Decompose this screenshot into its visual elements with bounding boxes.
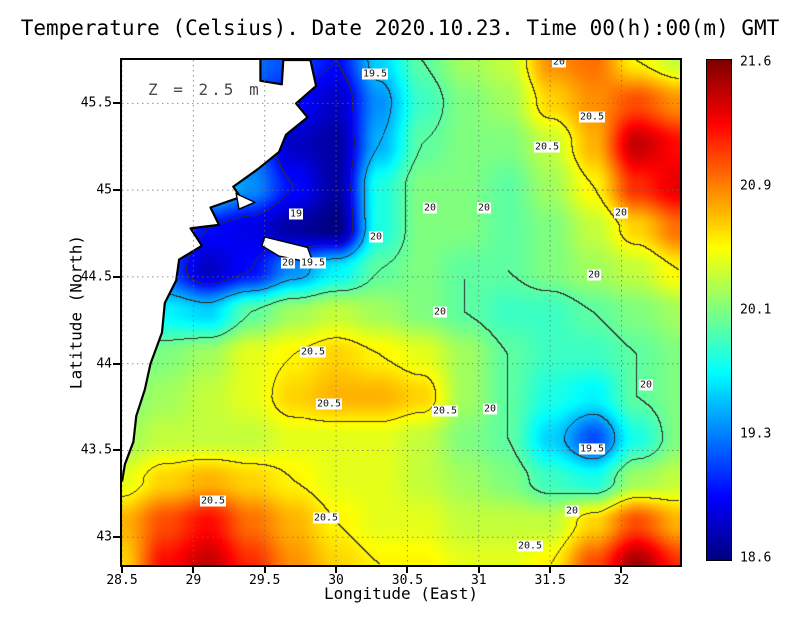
x-tick-mark [620,567,623,573]
x-tick-label: 29.5 [249,573,281,588]
y-tick-mark [113,275,120,278]
contour-label: 20.5 [431,405,459,417]
contour-label: 20.5 [315,398,343,410]
x-tick-mark [335,567,338,573]
y-tick-label: 45 [96,182,112,198]
contour-label: 20 [422,202,438,214]
contour-label: 20 [432,306,448,318]
x-tick-label: 30.5 [391,573,424,588]
coastline [122,60,318,482]
x-tick-mark [192,567,195,573]
contour-label: 19.5 [578,443,606,455]
map-plot-area: 19.5 20 20.5 20.5 19 20 20 20 20 20 19.5 20 20 20.5 20… [120,58,682,567]
x-tick-label: 32 [613,573,630,588]
colorbar-tick-label: 18.6 [740,550,772,566]
contour-label: 20 [280,257,296,269]
y-tick-mark [113,189,120,192]
y-tick-mark [113,449,120,452]
island [261,236,315,264]
contour-label: 20 [551,58,567,68]
contour-label: 19.5 [299,257,327,269]
x-tick-mark [263,567,266,573]
y-tick-label: 45.5 [80,95,112,111]
contour-label: 20 [586,269,602,281]
x-tick-mark [549,567,552,573]
contour-label: 19 [288,208,304,220]
colorbar-tick-label: 21.6 [740,54,772,70]
contour-label: 20 [564,505,580,517]
colorbar-tick-label: 20.1 [740,302,772,318]
figure-title: Temperature (Celsius). Date 2020.10.23. … [20,16,780,40]
x-tick-label: 31.5 [534,573,566,588]
colorbar-tick-label: 19.3 [740,426,772,442]
y-tick-label: 43.5 [80,442,112,458]
depth-annotation: Z = 2.5 m [148,80,262,99]
y-tick-mark [113,536,120,539]
y-tick-label: 44 [96,356,112,372]
x-tick-mark [477,567,480,573]
contour-label: 20 [638,379,654,391]
contour-label: 20.5 [578,111,606,123]
y-tick-mark [113,362,120,365]
x-tick-label: 28.5 [106,573,138,588]
contour-label: 20.5 [533,141,561,153]
y-tick-label: 44.5 [80,269,112,285]
contour-label: 20 [368,231,384,243]
y-tick-mark [113,102,120,105]
colorbar [706,59,732,561]
land-area [122,60,317,482]
contour-label: 20 [482,403,498,415]
contour-label: 20.5 [516,540,544,552]
contour-label: 20 [476,202,492,214]
coastline-land-mask [122,60,318,482]
y-tick-label: 43 [96,529,112,545]
contour-label: 20.5 [199,495,227,507]
x-tick-label: 29 [185,573,202,588]
x-tick-label: 31 [470,573,487,588]
contour-labels: 19.5 20 20.5 20.5 19 20 20 20 20 20 19.5 20 20 20.5 20… [122,60,680,565]
x-tick-mark [406,567,409,573]
contour-label: 20 [613,207,629,219]
contour-label: 20.5 [299,346,327,358]
contour-label: 20.5 [312,512,340,524]
x-axis-title: Longitude (East) [323,584,479,603]
contour-label: 19.5 [361,68,389,80]
island [235,192,257,211]
x-tick-label: 30 [328,573,344,588]
colorbar-tick-label: 20.9 [740,178,772,194]
x-tick-mark [121,567,123,573]
